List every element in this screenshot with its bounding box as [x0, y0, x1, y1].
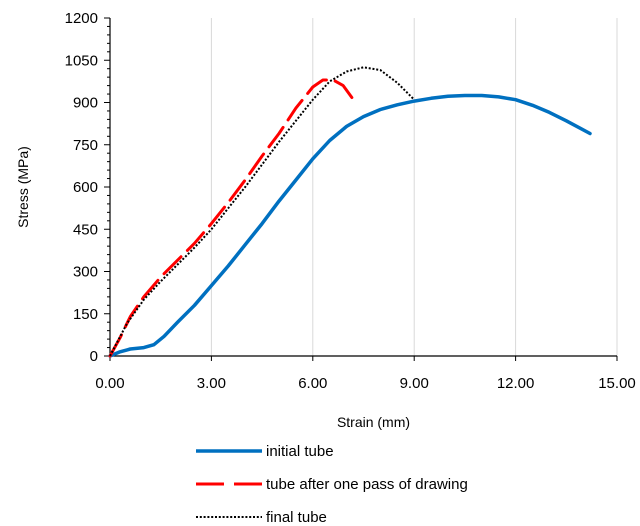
x-tick-label: 0.00: [95, 375, 124, 392]
y-tick-label: 1200: [65, 10, 98, 27]
tick-labels: 0 150 300 450 600 750 900 1050 1200 0.00 3.00 6.00 9…: [65, 10, 636, 392]
series-line-2: [108, 78, 355, 358]
y-axis-title: Stress (MPa): [15, 146, 31, 228]
x-tick-label: 3.00: [197, 375, 226, 392]
legend-label-2: tube after one pass of drawing: [266, 476, 468, 493]
x-tick-label: 9.00: [400, 375, 429, 392]
legend-label-3: final tube: [266, 509, 327, 526]
y-tick-label: 0: [90, 348, 98, 365]
y-tick-label: 600: [73, 179, 98, 196]
legend: initial tube tube after one pass of drawi…: [196, 443, 468, 526]
series-line-3: [109, 66, 415, 357]
y-tick-label: 750: [73, 137, 98, 154]
y-tick-label: 450: [73, 221, 98, 238]
x-tick-label: 6.00: [298, 375, 327, 392]
series-layer: [108, 66, 592, 358]
series-line-1: [108, 93, 592, 358]
tick-marks: [104, 17, 618, 361]
axes: [109, 18, 617, 357]
x-tick-label: 15.00: [598, 375, 636, 392]
x-axis-title: Strain (mm): [337, 414, 410, 430]
y-tick-label: 300: [73, 264, 98, 281]
y-tick-label: 1050: [65, 52, 98, 69]
y-tick-label: 150: [73, 306, 98, 323]
x-tick-label: 12.00: [497, 375, 535, 392]
legend-label-1: initial tube: [266, 443, 334, 460]
gridlines: [210, 18, 618, 356]
y-tick-label: 900: [73, 95, 98, 112]
